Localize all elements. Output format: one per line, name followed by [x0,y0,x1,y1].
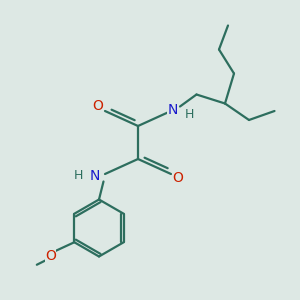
Text: H: H [184,107,194,121]
Text: O: O [92,100,103,113]
Text: O: O [172,172,183,185]
Text: H: H [73,169,83,182]
Text: N: N [167,103,178,116]
Text: N: N [89,169,100,182]
Text: O: O [45,249,56,263]
